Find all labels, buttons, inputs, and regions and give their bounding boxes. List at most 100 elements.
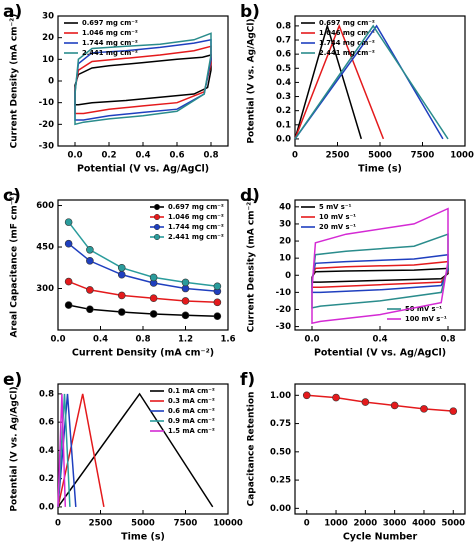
legend-label: 5 mV s⁻¹: [319, 203, 351, 211]
legend-marker: [153, 223, 161, 231]
x-tick-label: 0.2: [101, 151, 116, 161]
y-tick-label: 0.4: [39, 446, 54, 456]
data-line: [74, 45, 212, 115]
x-tick-label: 5000: [441, 519, 465, 529]
y-tick-label: 0.25: [270, 476, 291, 486]
legend-label: 50 mV s⁻¹: [405, 305, 442, 313]
y-axis-label: Areal Capacitance (mF cm⁻²): [10, 192, 20, 337]
y-tick-label: 30: [279, 219, 291, 229]
data-line: [57, 392, 214, 508]
y-tick-label: 450: [36, 243, 54, 253]
x-tick-label: 0.4: [135, 151, 150, 161]
data-line: [57, 393, 77, 507]
data-point: [86, 257, 94, 265]
x-tick-label: 0.4: [372, 335, 387, 345]
y-tick-label: 600: [36, 201, 54, 211]
y-tick-label: 0.0: [39, 502, 54, 512]
panel-label: e): [3, 370, 22, 390]
legend-label: 20 mV s⁻¹: [319, 223, 356, 231]
data-line: [57, 393, 105, 508]
y-tick-label: 10: [42, 55, 54, 65]
panel-label: f): [240, 370, 255, 390]
y-tick-label: -10: [276, 288, 291, 298]
data-point: [117, 308, 126, 316]
y-axis-label: Capacitance Retention: [247, 392, 257, 507]
data-line: [311, 233, 449, 309]
x-tick-label: 0.4: [93, 335, 108, 345]
data-point: [86, 245, 94, 254]
y-axis-label: Potential (V vs. Ag/AgCl): [10, 386, 20, 511]
legend-label: 0.697 mg cm⁻²: [319, 19, 375, 27]
data-line: [294, 24, 449, 140]
x-tick-label: 4000: [412, 519, 436, 529]
data-point: [117, 270, 126, 279]
legend-label: 0.1 mA cm⁻²: [168, 387, 215, 395]
data-point: [64, 277, 73, 286]
legend-label: 2.441 mg cm⁻²: [168, 233, 224, 241]
legend-label: 100 mV s⁻¹: [405, 315, 447, 323]
y-tick-label: 20: [279, 237, 291, 247]
data-point: [420, 405, 428, 413]
panel-label: b): [240, 2, 260, 22]
legend-label: 2.441 mg cm⁻²: [319, 49, 375, 57]
legend-label: 1.046 mg cm⁻²: [319, 29, 375, 37]
x-tick-label: 1000: [324, 519, 348, 529]
y-tick-label: 10: [279, 254, 291, 264]
x-tick-label: 0.0: [304, 335, 319, 345]
data-point: [64, 301, 73, 309]
x-tick-label: 5000: [368, 151, 392, 161]
y-tick-label: 0.6: [39, 418, 54, 428]
data-point: [117, 263, 126, 272]
x-tick-label: 0: [55, 519, 61, 529]
data-point: [149, 310, 158, 318]
x-tick-label: 0.8: [440, 335, 455, 345]
y-tick-label: 40: [279, 202, 291, 212]
legend-label: 2.441 mg cm⁻²: [82, 49, 138, 57]
x-tick-label: 2500: [89, 519, 113, 529]
y-tick-label: -10: [39, 98, 54, 108]
x-tick-label: 10000: [450, 151, 474, 161]
y-tick-label: 0.5: [276, 64, 291, 74]
data-line: [311, 260, 449, 288]
x-axis-label: Potential (V vs. Ag/AgCl): [77, 164, 209, 175]
x-tick-label: 0.6: [169, 151, 184, 161]
data-line: [311, 253, 449, 294]
data-point: [213, 312, 222, 320]
x-tick-label: 0.8: [135, 335, 150, 345]
x-tick-label: 0: [292, 151, 298, 161]
legend-label: 0.6 mA cm⁻²: [168, 407, 215, 415]
y-tick-label: 30: [42, 12, 54, 22]
x-tick-label: 5000: [131, 519, 155, 529]
data-point: [449, 407, 458, 415]
data-line: [57, 393, 71, 507]
y-tick-label: 0: [285, 271, 291, 281]
data-line: [311, 207, 449, 325]
legend-marker: [153, 213, 161, 221]
y-tick-label: 0.0: [276, 134, 291, 144]
data-point: [149, 273, 158, 282]
data-line: [74, 54, 212, 106]
legend-label: 1.046 mg cm⁻²: [168, 213, 224, 221]
data-point: [86, 305, 94, 314]
data-line: [311, 267, 449, 283]
panel-label: c): [3, 186, 21, 206]
data-line: [294, 23, 385, 140]
data-line: [294, 23, 363, 140]
data-point: [302, 391, 311, 400]
data-line: [57, 393, 67, 507]
legend-label: 10 mV s⁻¹: [319, 213, 356, 221]
legend-marker: [153, 203, 161, 211]
data-line: [74, 32, 212, 126]
data-point: [64, 239, 73, 248]
y-tick-label: 0.75: [270, 419, 291, 429]
x-tick-label: 0.0: [50, 335, 65, 345]
y-tick-label: 0.1: [276, 120, 291, 130]
x-tick-label: 0.0: [67, 151, 82, 161]
legend-label: 1.046 mg cm⁻²: [82, 29, 138, 37]
data-point: [332, 393, 340, 402]
panel-label: d): [240, 186, 260, 206]
x-axis-label: Time (s): [358, 164, 402, 175]
data-point: [361, 398, 370, 406]
x-axis-label: Cycle Number: [343, 532, 418, 543]
